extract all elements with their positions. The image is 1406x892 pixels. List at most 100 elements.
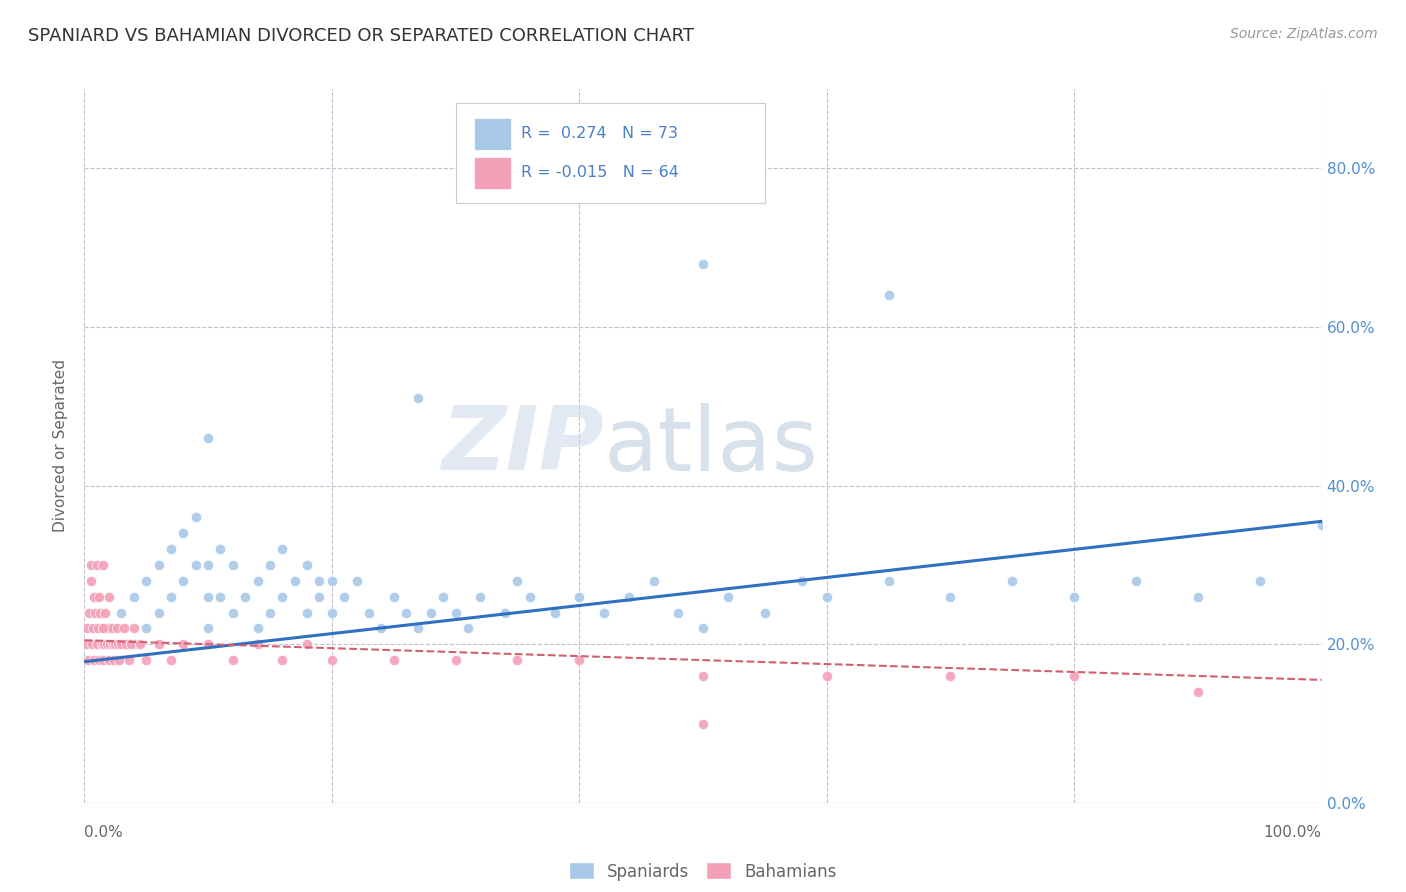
Point (129, 637, 152, 651)
Text: R = -0.015   N = 64: R = -0.015 N = 64 (522, 165, 679, 180)
Point (877, 574, 900, 588)
FancyBboxPatch shape (474, 157, 512, 189)
Point (86, 558, 108, 572)
Point (271, 542, 294, 557)
Point (115, 637, 138, 651)
Point (346, 574, 368, 588)
Point (98, 653, 121, 667)
Point (96, 637, 118, 651)
Point (148, 637, 170, 651)
Point (120, 637, 142, 651)
Point (939, 590, 962, 604)
Point (89, 653, 111, 667)
Point (135, 621, 157, 635)
Point (617, 590, 640, 604)
Point (80, 637, 103, 651)
Point (308, 574, 330, 588)
Point (295, 637, 318, 651)
Point (419, 606, 441, 620)
Point (86, 590, 108, 604)
Point (457, 621, 479, 635)
Point (506, 574, 529, 588)
Point (87, 621, 110, 635)
Text: atlas: atlas (605, 402, 820, 490)
Point (197, 558, 219, 572)
Point (209, 590, 232, 604)
Point (382, 653, 405, 667)
Point (108, 653, 131, 667)
Point (333, 590, 356, 604)
Point (506, 653, 529, 667)
Point (103, 653, 125, 667)
Point (395, 606, 418, 620)
Point (101, 637, 124, 651)
Point (666, 606, 689, 620)
Point (197, 637, 219, 651)
Point (98, 621, 121, 635)
Point (1310, 518, 1333, 533)
Point (77, 653, 100, 667)
Point (91, 653, 114, 667)
Point (877, 288, 900, 302)
Point (122, 637, 145, 651)
Point (692, 669, 714, 683)
Point (246, 637, 269, 651)
Text: 100.0%: 100.0% (1264, 825, 1322, 840)
Point (110, 637, 132, 651)
Point (172, 637, 194, 651)
Point (543, 606, 565, 620)
Point (172, 526, 194, 541)
Point (118, 653, 141, 667)
Point (209, 542, 232, 557)
Point (408, 621, 430, 635)
Point (82, 621, 104, 635)
Point (259, 606, 281, 620)
Point (222, 606, 245, 620)
Point (295, 606, 318, 620)
Point (444, 606, 467, 620)
Point (692, 621, 714, 635)
Point (382, 590, 405, 604)
Point (90, 637, 112, 651)
Point (148, 558, 170, 572)
Point (1001, 574, 1024, 588)
Point (122, 621, 145, 635)
Point (308, 590, 330, 604)
Point (122, 590, 145, 604)
Point (89, 606, 111, 620)
Legend: Spaniards, Bahamians: Spaniards, Bahamians (562, 855, 844, 888)
Point (100, 621, 122, 635)
Point (135, 653, 157, 667)
Point (432, 590, 454, 604)
Point (184, 510, 207, 524)
Point (89, 590, 111, 604)
Point (105, 621, 128, 635)
Text: Source: ZipAtlas.com: Source: ZipAtlas.com (1230, 27, 1378, 41)
Point (110, 606, 132, 620)
Point (79, 574, 101, 588)
Point (717, 590, 740, 604)
FancyBboxPatch shape (474, 118, 512, 150)
Point (97, 621, 120, 635)
Point (815, 669, 838, 683)
Point (408, 392, 430, 406)
Point (271, 653, 294, 667)
Point (86, 637, 108, 651)
Point (75, 637, 97, 651)
Point (1187, 590, 1209, 604)
Point (93, 637, 115, 651)
Point (357, 606, 380, 620)
Point (494, 606, 516, 620)
Point (246, 574, 269, 588)
Point (568, 590, 591, 604)
Point (135, 574, 157, 588)
Point (692, 716, 714, 731)
Point (1125, 574, 1147, 588)
Point (172, 574, 194, 588)
Point (112, 621, 135, 635)
Point (197, 590, 219, 604)
Point (1063, 669, 1085, 683)
Point (370, 621, 392, 635)
Point (222, 558, 245, 572)
Point (1063, 590, 1085, 604)
